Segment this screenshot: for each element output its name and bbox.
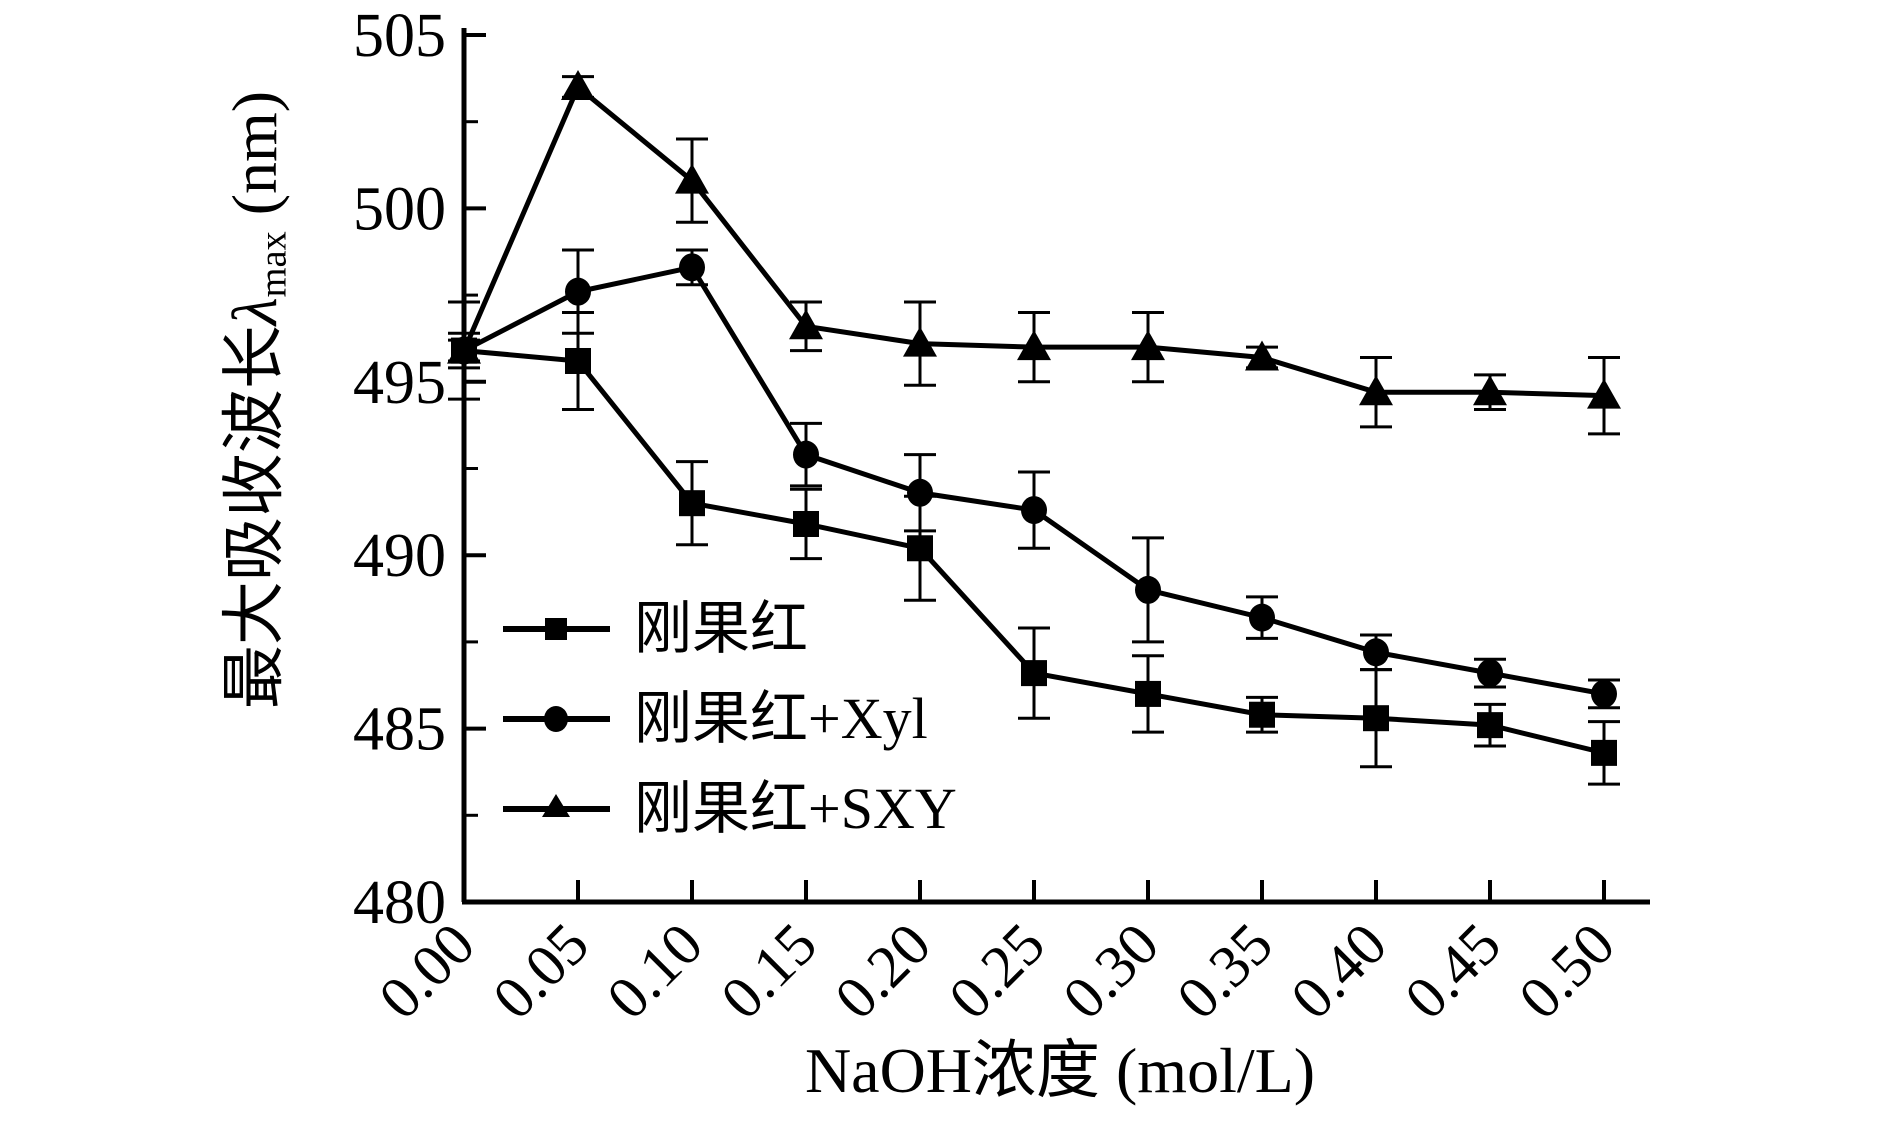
series-triangle	[447, 70, 1621, 436]
triangle-marker	[1587, 378, 1621, 409]
y-tick-label: 505	[353, 2, 446, 70]
x-tick-label: 0.10	[594, 911, 715, 1032]
x-tick-label: 0.25	[936, 911, 1057, 1032]
y-tick-label: 495	[353, 349, 446, 417]
y-tick-label: 480	[353, 869, 446, 937]
square-marker	[1591, 739, 1617, 766]
x-tick-label: 0.35	[1164, 911, 1285, 1032]
triangle-marker	[903, 326, 937, 357]
legend-label-congo-red-xyl: 刚果红+Xyl	[634, 686, 928, 751]
triangle-marker	[1017, 330, 1051, 361]
circle-marker	[793, 440, 819, 469]
lambda-symbol: λ	[219, 297, 290, 326]
y-tick-label: 490	[353, 522, 446, 590]
legend-label-congo-red: 刚果红	[634, 596, 809, 661]
triangle-marker	[675, 163, 709, 194]
circle-marker	[1135, 575, 1161, 604]
triangle-marker	[1473, 375, 1507, 406]
circle-marker	[1021, 496, 1047, 525]
x-tick-label: 0.50	[1506, 911, 1627, 1032]
circle-marker	[1477, 659, 1503, 688]
y-axis-unit: (nm)	[219, 90, 290, 232]
triangle-marker-icon	[503, 794, 610, 817]
square-marker	[1249, 701, 1275, 728]
triangle-marker	[1359, 375, 1393, 406]
series-square	[448, 300, 1620, 786]
x-tick-label: 0.40	[1278, 911, 1399, 1032]
square-marker-icon	[503, 618, 610, 640]
x-tick-label: 0.20	[822, 911, 943, 1032]
square-marker	[907, 535, 933, 562]
x-tick-label: 0.15	[708, 911, 829, 1032]
circle-marker	[565, 277, 591, 306]
legend-item-congo-red-sxy: 刚果红+SXY	[500, 764, 957, 854]
circle-marker	[907, 478, 933, 507]
triangle-marker	[447, 333, 481, 364]
square-marker	[1021, 660, 1047, 687]
circle-marker	[679, 253, 705, 282]
square-marker	[1135, 680, 1161, 707]
circle-marker-icon	[503, 706, 610, 732]
square-marker	[793, 510, 819, 537]
square-marker	[1477, 712, 1503, 739]
x-tick-label: 0.45	[1392, 911, 1513, 1032]
square-marker	[565, 347, 591, 374]
circle-marker	[1591, 679, 1617, 708]
square-marker	[679, 490, 705, 517]
circle-marker	[1363, 638, 1389, 667]
triangle-marker	[1245, 340, 1279, 371]
x-tick-label: 0.30	[1050, 911, 1171, 1032]
triangle-marker	[789, 309, 823, 340]
legend-item-congo-red: 刚果红	[500, 584, 957, 674]
y-axis-title-text: 最大吸收波长	[219, 325, 290, 710]
y-tick-label: 500	[353, 175, 446, 243]
x-tick-label: 0.05	[480, 911, 601, 1032]
square-marker	[1363, 705, 1389, 732]
legend-label-congo-red-sxy: 刚果红+SXY	[634, 776, 957, 841]
lambda-subscript: max	[252, 231, 295, 298]
y-tick-label: 485	[353, 696, 446, 764]
triangle-marker	[561, 70, 595, 101]
legend-item-congo-red-xyl: 刚果红+Xyl	[500, 674, 957, 764]
legend: 刚果红 刚果红+Xyl 刚果红+SXY	[500, 584, 957, 854]
circle-marker	[1249, 603, 1275, 632]
triangle-marker	[1131, 330, 1165, 361]
x-axis-title: NaOH浓度 (mol/L)	[804, 1035, 1316, 1106]
